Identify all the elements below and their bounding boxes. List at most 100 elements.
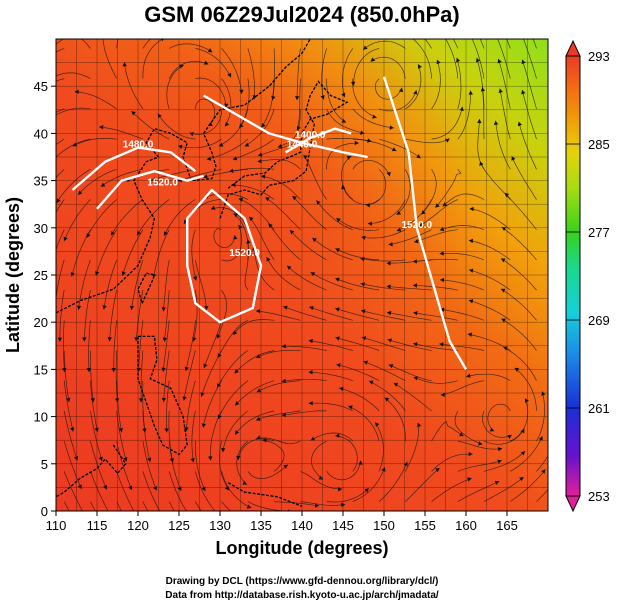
streamline-arrow	[439, 226, 445, 232]
streamline	[90, 410, 103, 462]
streamline-arrow	[236, 455, 241, 460]
streamline	[378, 90, 417, 112]
streamline	[457, 90, 471, 140]
streamline-arrow	[244, 142, 250, 147]
x-tick-label: 110	[46, 518, 67, 533]
streamline-arrow	[261, 174, 266, 179]
streamline-arrow	[192, 337, 197, 342]
streamline	[360, 310, 406, 321]
streamline-arrow	[521, 59, 526, 65]
streamline	[109, 290, 118, 342]
streamline	[487, 403, 511, 432]
streamline	[191, 229, 197, 281]
streamline	[272, 48, 275, 101]
streamline-arrow	[346, 155, 352, 160]
streamline	[504, 192, 537, 230]
streamline	[378, 138, 422, 159]
streamline-arrow	[348, 405, 353, 410]
streamline	[277, 108, 301, 148]
streamline	[115, 350, 118, 403]
streamline	[142, 441, 158, 491]
streamline	[431, 59, 441, 110]
streamline	[335, 308, 380, 321]
streamline	[236, 440, 249, 485]
x-tick-label: 155	[414, 518, 436, 533]
streamline-arrow	[524, 398, 529, 403]
streamline-arrow	[142, 428, 147, 433]
streamline	[77, 168, 117, 196]
streamline	[368, 380, 406, 412]
streamline-arrow	[210, 205, 216, 210]
streamline	[374, 422, 384, 472]
streamline-arrow	[308, 400, 313, 406]
streamline	[168, 501, 175, 511]
streamline	[439, 225, 485, 231]
streamline	[308, 402, 353, 412]
streamline	[268, 223, 301, 261]
streamline	[536, 488, 548, 502]
streamline-arrow	[369, 380, 374, 385]
streamline-arrow	[498, 88, 503, 93]
streamline	[257, 138, 301, 157]
streamline	[63, 410, 78, 461]
streamline-arrow	[77, 484, 82, 489]
y-tick-label: 45	[34, 79, 48, 94]
streamline	[374, 78, 403, 100]
streamline-arrow	[281, 378, 287, 383]
streamline	[90, 350, 94, 403]
streamline-arrow	[190, 458, 195, 463]
streamline-arrow	[76, 305, 82, 310]
streamline-arrow	[361, 336, 367, 341]
streamline-arrow	[137, 230, 142, 236]
streamline-arrow	[70, 272, 75, 277]
streamline-arrow	[224, 103, 229, 108]
streamline-arrow	[370, 57, 376, 62]
streamline-arrow	[77, 190, 83, 195]
streamline	[536, 391, 545, 442]
streamline-arrow	[468, 30, 472, 35]
y-tick-label: 30	[34, 221, 48, 236]
streamline-arrow	[416, 154, 421, 159]
streamline-arrow	[47, 77, 52, 81]
streamline-arrow	[233, 330, 238, 335]
y-tick-label: 5	[41, 457, 48, 472]
streamline	[63, 501, 70, 511]
streamline	[326, 142, 359, 170]
streamline	[387, 339, 432, 351]
streamline-arrow	[128, 485, 133, 490]
streamline-arrow	[477, 119, 482, 124]
streamline-arrow	[82, 337, 87, 342]
streamline-arrow	[238, 197, 244, 202]
streamline-arrow	[363, 45, 368, 50]
streamline	[74, 91, 117, 110]
streamline-arrow	[82, 512, 86, 517]
streamline	[217, 380, 249, 420]
streamline-arrow	[375, 422, 380, 427]
streamline	[312, 237, 353, 261]
streamline-arrow	[86, 368, 91, 373]
streamline	[257, 159, 301, 170]
streamline-arrow	[57, 337, 63, 342]
streamline-arrow	[441, 31, 445, 35]
streamline	[396, 169, 411, 215]
streamline-arrow	[514, 367, 520, 372]
streamline-arrow	[403, 461, 408, 467]
streamline-arrow	[413, 90, 418, 95]
streamline	[142, 471, 161, 511]
streamline-arrow	[388, 364, 394, 369]
streamline-arrow	[294, 96, 300, 101]
streamline	[326, 108, 365, 134]
streamline	[110, 199, 144, 236]
streamline-arrow	[256, 354, 261, 359]
streamline-arrow	[239, 123, 244, 128]
streamline	[56, 48, 65, 53]
streamline	[234, 410, 275, 435]
streamline-arrow	[235, 401, 240, 406]
streamline-arrow	[56, 198, 61, 203]
streamline	[95, 229, 117, 276]
streamline	[186, 380, 196, 432]
streamline	[501, 226, 537, 261]
streamline	[213, 227, 236, 248]
streamline	[361, 229, 406, 239]
